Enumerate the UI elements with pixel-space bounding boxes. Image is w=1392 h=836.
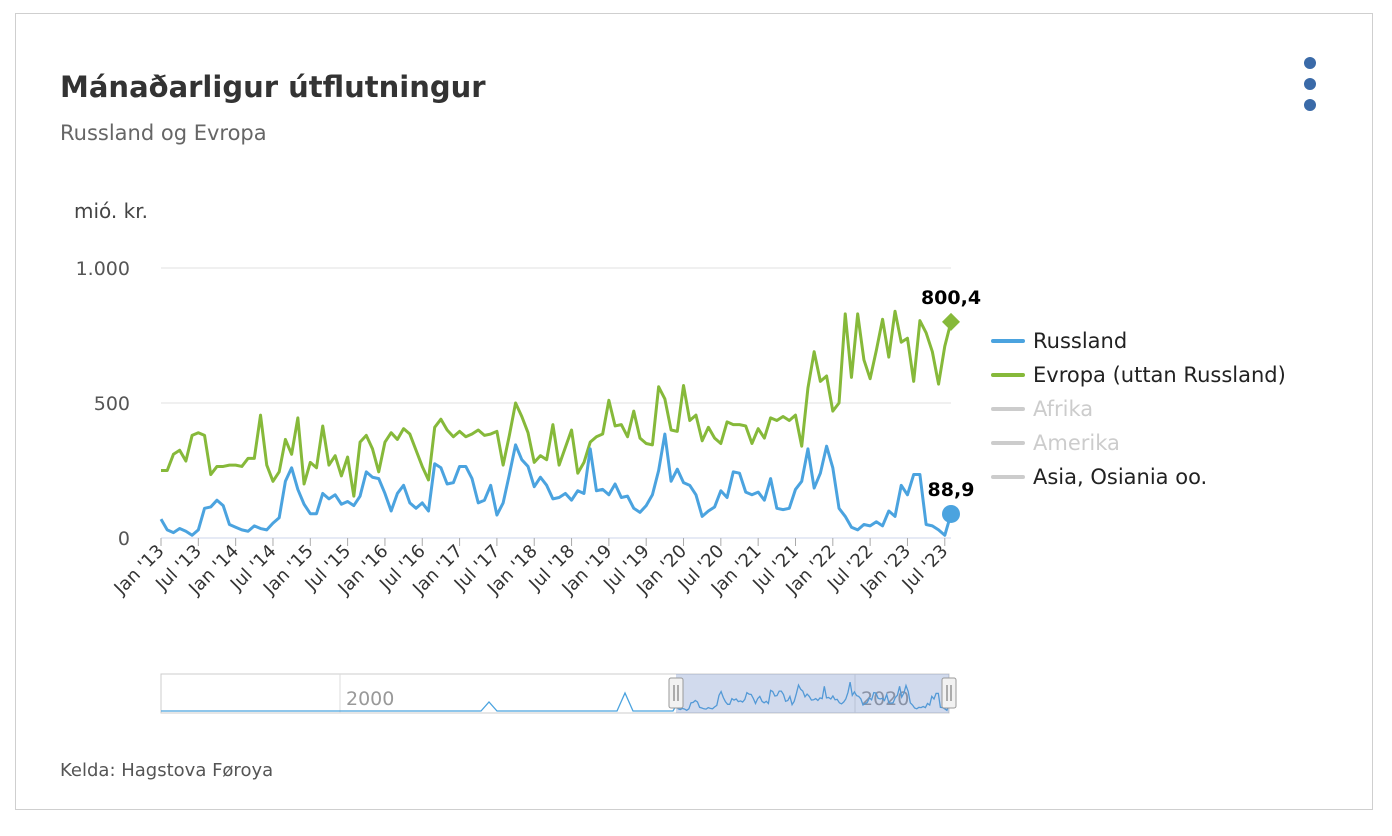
- y-tick-label: 1.000: [76, 258, 130, 280]
- legend-label: Amerika: [1033, 431, 1120, 455]
- navigator-handle[interactable]: [668, 677, 684, 709]
- legend-label: Russland: [1033, 329, 1127, 353]
- menu-dot: [1304, 99, 1316, 111]
- data-label: 88,9: [928, 479, 975, 501]
- y-axis-ticks: 0 500 1.000: [76, 258, 130, 550]
- navigator-series-line: [161, 681, 950, 712]
- last-point-marker[interactable]: [942, 312, 960, 331]
- data-label: 800,4: [921, 287, 981, 309]
- chart-subtitle: Russland og Evropa: [60, 121, 267, 145]
- legend-label: Asia, Osiania oo.: [1033, 465, 1207, 489]
- grid-lines: [161, 267, 951, 539]
- legend-item[interactable]: Amerika: [991, 431, 1120, 455]
- menu-dot: [1304, 57, 1316, 69]
- chart-title: Mánaðarligur útflutningur: [60, 70, 486, 104]
- source-credit: Kelda: Hagstova Føroya: [60, 760, 274, 781]
- navigator-handle-body: [941, 677, 957, 709]
- plot-area: 88,9 800,4: [159, 287, 981, 537]
- navigator-selected-range[interactable]: [676, 674, 949, 713]
- legend-item[interactable]: Afrika: [991, 397, 1093, 421]
- legend: Russland Evropa (uttan Russland) Afrika Ame…: [991, 329, 1286, 489]
- legend-item[interactable]: Evropa (uttan Russland): [991, 363, 1286, 387]
- range-navigator[interactable]: 20002020: [160, 673, 957, 714]
- navigator-handle-body: [668, 677, 684, 709]
- menu-dot: [1304, 78, 1316, 90]
- last-point-marker[interactable]: [942, 504, 960, 523]
- y-axis-label: mió. kr.: [74, 199, 148, 223]
- kebab-menu-icon[interactable]: [1298, 57, 1322, 123]
- navigator-year-label: 2000: [346, 688, 394, 710]
- legend-item[interactable]: Asia, Osiania oo.: [991, 465, 1207, 489]
- navigator-handle[interactable]: [941, 677, 957, 709]
- y-tick-label: 0: [118, 528, 130, 550]
- series-line[interactable]: [159, 432, 953, 537]
- legend-label: Afrika: [1033, 397, 1093, 421]
- legend-label: Evropa (uttan Russland): [1033, 363, 1286, 387]
- series-line[interactable]: [161, 309, 953, 498]
- navigator-frame: [160, 673, 950, 714]
- legend-item[interactable]: Russland: [991, 329, 1127, 353]
- y-tick-label: 500: [94, 393, 130, 415]
